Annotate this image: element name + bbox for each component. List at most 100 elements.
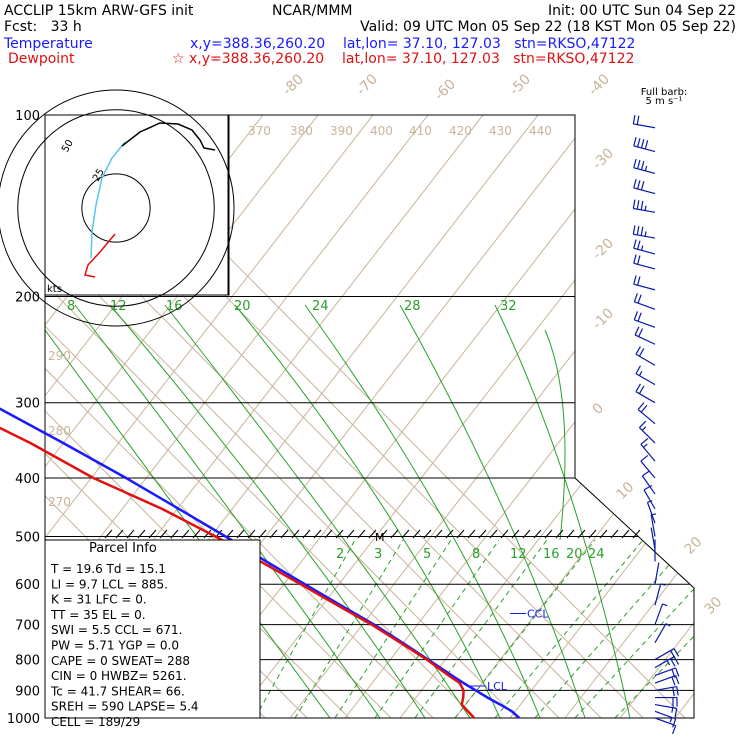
parcel-info-row: K = 31 LFC = 0. — [51, 593, 147, 607]
wind-barb-staff — [650, 527, 656, 550]
barb-legend: Full barb: 5 m s⁻¹ — [641, 87, 688, 107]
wind-barb — [634, 326, 656, 345]
dewpoint-station-info: ☆ x,y=388.36,260.20 lat,lon= 37.10, 127.… — [172, 51, 634, 67]
dry-adiabat-line — [454, 115, 694, 718]
hatch-mark — [445, 529, 454, 539]
isotherm-line — [0, 115, 13, 718]
mixing-ratio-label: 3 — [374, 547, 382, 562]
hodograph-units: kts — [47, 284, 62, 295]
parcel-info-row: Tc = 41.7 SHEAR= 66. — [50, 684, 185, 698]
hatch-mark — [566, 529, 575, 539]
theta-label: 370 — [248, 124, 271, 138]
hatch-mark — [489, 529, 498, 539]
isotherm-label: 30 — [702, 594, 726, 618]
level-marker-label: CCL — [527, 608, 549, 621]
hatch-mark — [610, 529, 619, 539]
parcel-info-row: T = 19.6 Td = 15.1 — [50, 562, 166, 576]
wind-barb-flag — [640, 139, 645, 149]
isotherm-label: -60 — [432, 76, 459, 103]
wind-barb-half-flag — [665, 623, 671, 627]
mixing-ratio-dashed-line — [454, 539, 596, 718]
wind-barb-staff — [633, 145, 656, 153]
moist-adiabat-line — [234, 304, 501, 718]
wind-barb — [632, 114, 656, 129]
wind-barb-flag — [635, 383, 641, 393]
wind-barb-half-flag — [641, 426, 647, 431]
parcel-info-row: CAPE = 0 SWEAT= 288 — [51, 654, 190, 668]
hatch-mark — [313, 529, 322, 539]
wind-barb-staff — [634, 334, 656, 345]
hatch-mark — [423, 529, 432, 539]
hatch-mark — [500, 529, 509, 539]
hatch-mark — [115, 529, 124, 539]
mixing-ratio-label: 20 — [234, 299, 251, 314]
hatch-mark — [291, 529, 300, 539]
hatch-mark — [621, 529, 630, 539]
parcel-info-row: TT = 35 EL = 0. — [50, 608, 146, 622]
wind-barb-staff — [635, 391, 656, 404]
hatch-mark — [335, 529, 344, 539]
wind-barb — [654, 623, 671, 643]
pressure-label: 600 — [15, 578, 40, 593]
dry-adiabat-line — [45, 115, 334, 718]
wind-barb-flag — [672, 687, 675, 697]
wind-barb-staff — [654, 667, 676, 677]
hatch-mark — [126, 529, 135, 539]
theta-label: 380 — [290, 124, 313, 138]
wind-barb-flag — [640, 181, 645, 191]
hatch-mark — [258, 529, 267, 539]
parcel-info-row: PW = 5.71 YGP = 0.0 — [51, 639, 179, 653]
wind-barb-flag — [634, 326, 640, 336]
theta-label: 410 — [409, 124, 432, 138]
header: ACCLIP 15km ARW-GFS init NCAR/MMM Init: … — [3, 3, 736, 67]
mixing-ratio-label: 16 — [543, 547, 560, 562]
dry-adiabat-line — [45, 115, 444, 718]
wind-barb-half-flag — [662, 603, 668, 607]
dry-adiabat-line — [289, 115, 694, 718]
wind-barb-flag — [635, 346, 641, 355]
plot-background — [0, 115, 694, 718]
wind-barb-half-flag — [643, 443, 648, 448]
mixing-ratio-label: 24 — [588, 547, 605, 562]
hatch-mark — [247, 529, 256, 539]
wind-barb-staff — [633, 207, 656, 213]
wind-barb — [637, 402, 656, 425]
mixing-ratio-label: 12 — [510, 547, 527, 562]
wind-barb-staff — [633, 233, 656, 239]
wind-barb-staff — [633, 123, 656, 129]
wind-barb — [633, 179, 656, 195]
mixing-ratio-dashed-line — [374, 539, 500, 718]
mixing-ratio-label: 28 — [404, 299, 421, 314]
isotherm-label: -20 — [590, 235, 617, 262]
wind-barb — [632, 199, 656, 213]
pressure-label: 100 — [15, 109, 40, 124]
moist-adiabat-line — [164, 304, 471, 718]
wind-barb-flag — [640, 200, 644, 210]
isotherm-line — [45, 115, 434, 718]
theta-label: 400 — [370, 124, 393, 138]
hatch-mark — [412, 529, 421, 539]
wind-barb-staff — [654, 656, 675, 669]
wind-barb-flag — [675, 675, 680, 685]
hodograph-ring-outer — [0, 89, 235, 327]
wind-barb-flag — [637, 180, 641, 190]
wind-barb-staff — [637, 409, 656, 425]
pressure-label: 400 — [15, 472, 40, 487]
wind-barb-flag — [636, 225, 640, 236]
dry-adiabat-line — [45, 115, 389, 718]
wind-barb-staff — [640, 443, 656, 462]
hodograph-trace-low — [84, 233, 116, 278]
header-model: ACCLIP 15km ARW-GFS init — [4, 3, 194, 19]
wind-barb-flag — [637, 159, 641, 169]
isotherm-label: -80 — [280, 71, 307, 98]
wind-barb-half-flag — [671, 707, 674, 713]
hatch-mark — [137, 529, 146, 539]
wind-barb-flag — [633, 311, 638, 321]
wind-barb — [635, 346, 656, 366]
isotherm-label: -50 — [507, 71, 534, 98]
mixing-ratio-label: 24 — [312, 299, 329, 314]
wind-barb-flag — [632, 114, 636, 125]
mixing-ratio-label: 8 — [472, 547, 480, 562]
wind-barb-flag — [633, 239, 637, 249]
wind-barb — [655, 696, 678, 707]
